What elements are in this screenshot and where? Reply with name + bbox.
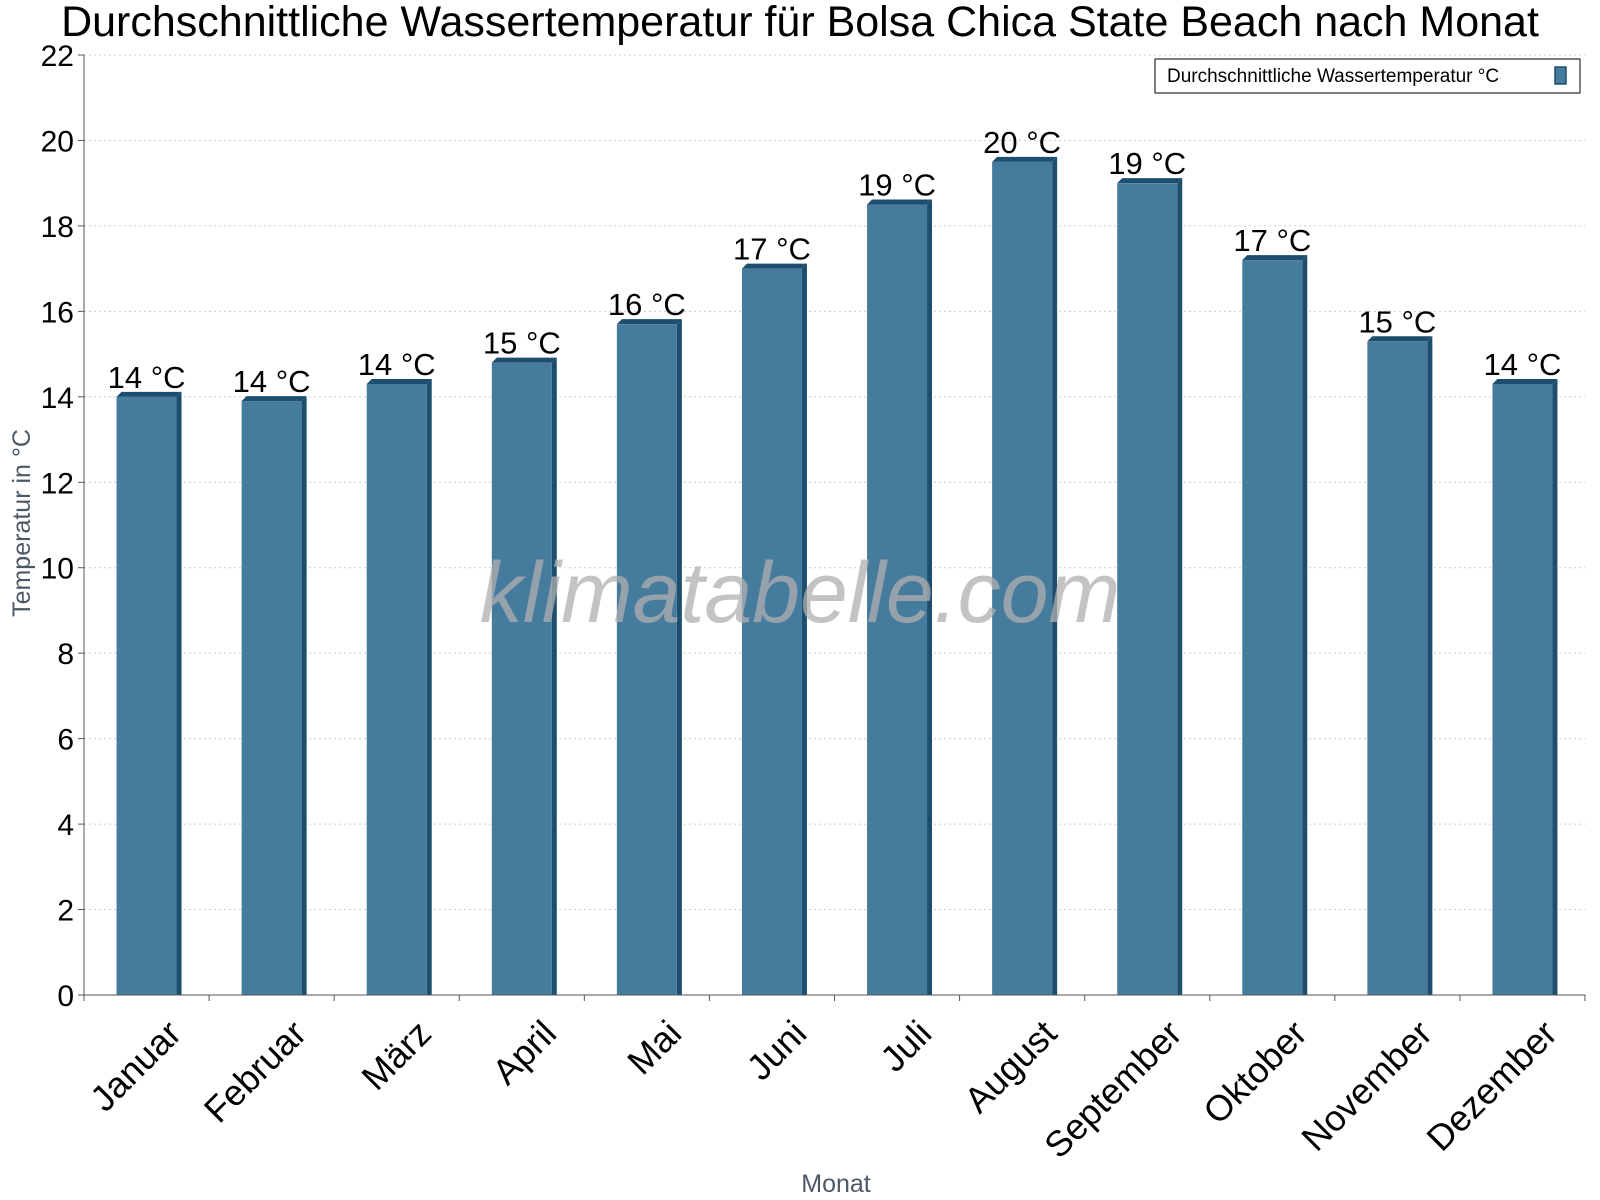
bar-face — [741, 268, 802, 995]
bar-face — [116, 396, 177, 995]
data-label: 14 °C — [108, 360, 186, 395]
y-tick-label: 4 — [57, 809, 74, 842]
bar — [741, 263, 807, 995]
data-label: 19 °C — [858, 168, 936, 203]
legend: Durchschnittliche Wassertemperatur °C — [1154, 58, 1581, 94]
x-tick-label: September — [1036, 1012, 1190, 1166]
bar — [1117, 178, 1183, 995]
x-axis-ticks: Januar Februar März April Mai Juni Juli AugustS… — [82, 995, 1586, 1166]
y-tick-label: 0 — [57, 980, 74, 1013]
bar-side — [176, 391, 182, 995]
bar — [1492, 379, 1558, 995]
legend-box — [1154, 58, 1581, 94]
bar-top — [616, 319, 682, 325]
bar-face — [1367, 341, 1428, 996]
bar-top — [241, 396, 307, 402]
bar-face — [867, 204, 928, 995]
x-tick-label: April — [484, 1012, 564, 1092]
y-axis-title: Temperatur in °C — [8, 429, 36, 617]
data-label: 19 °C — [1108, 146, 1186, 181]
data-label: 15 °C — [483, 326, 561, 361]
y-axis-ticks: 0 2 4 6 8 10 12 14 16 18 20 22 — [41, 40, 84, 1013]
axes — [83, 55, 1585, 996]
bar-side — [1302, 255, 1308, 995]
bar — [241, 396, 307, 995]
bar-top — [741, 263, 807, 269]
bar — [616, 319, 682, 995]
bar-top — [366, 379, 432, 384]
bar — [1367, 336, 1433, 996]
bar-face — [992, 161, 1053, 995]
data-label: 14 °C — [358, 347, 436, 382]
bar-top — [867, 199, 933, 205]
y-tick-label: 12 — [41, 467, 74, 500]
bar-face — [241, 401, 302, 995]
y-tick-label: 6 — [57, 724, 74, 757]
data-labels: 14 °C 14 °C 14 °C 15 °C 16 °C 17 °C 19 °C 20 °C… — [108, 125, 1562, 399]
bar-top — [116, 391, 182, 397]
bar-top — [1117, 178, 1183, 184]
bar-side — [1052, 156, 1058, 995]
bar — [992, 156, 1058, 995]
bar — [491, 357, 557, 995]
x-tick-label: März — [353, 1012, 439, 1098]
bar-face — [616, 324, 677, 995]
bar-face — [491, 362, 552, 995]
data-label: 14 °C — [233, 364, 311, 399]
x-tick-label: August — [956, 1012, 1064, 1120]
watermark: klimatabelle.com — [480, 545, 1120, 641]
x-tick-label: Januar — [82, 1012, 189, 1119]
x-tick-label: Dezember — [1418, 1012, 1564, 1158]
bar — [1242, 255, 1308, 995]
bar-top — [992, 156, 1058, 162]
bars — [116, 156, 1558, 996]
bar-face — [1242, 260, 1303, 995]
bar-face — [1117, 183, 1178, 995]
bar — [867, 199, 933, 995]
bar-side — [676, 319, 682, 995]
y-tick-label: 18 — [41, 211, 74, 244]
data-label: 14 °C — [1484, 347, 1562, 382]
bar-side — [1552, 379, 1558, 995]
data-label: 15 °C — [1358, 304, 1436, 339]
x-tick-label: Juli — [872, 1012, 939, 1079]
grid-lines — [84, 54, 1585, 911]
data-label: 16 °C — [608, 287, 686, 322]
bar-side — [1427, 336, 1433, 996]
y-tick-label: 22 — [41, 40, 74, 73]
chart-title: Durchschnittliche Wassertemperatur für B… — [61, 0, 1539, 46]
legend-label: Durchschnittliche Wassertemperatur °C — [1167, 66, 1499, 87]
y-tick-label: 8 — [57, 638, 74, 671]
bar-side — [801, 263, 807, 995]
y-tick-label: 14 — [41, 382, 74, 415]
bar-face — [366, 384, 427, 995]
y-tick-label: 10 — [41, 553, 74, 586]
bar-side — [301, 396, 307, 995]
data-label: 20 °C — [983, 125, 1061, 160]
bar-top — [1492, 379, 1558, 384]
bar-top — [1367, 336, 1433, 342]
bar-side — [1177, 178, 1183, 995]
data-label: 17 °C — [1233, 223, 1311, 258]
y-tick-label: 20 — [41, 125, 74, 158]
data-label: 17 °C — [733, 232, 811, 267]
bar-top — [491, 357, 557, 363]
y-tick-label: 2 — [57, 895, 74, 928]
bar-side — [551, 357, 557, 995]
y-tick-label: 16 — [41, 296, 74, 329]
x-axis-title: Monat — [801, 1170, 871, 1198]
x-tick-label: Juni — [739, 1012, 815, 1088]
legend-swatch — [1554, 66, 1567, 85]
bar-face — [1492, 384, 1553, 995]
x-tick-label: Oktober — [1195, 1012, 1315, 1132]
x-tick-label: November — [1293, 1012, 1439, 1158]
x-tick-label: Februar — [196, 1012, 314, 1130]
x-tick-label: Mai — [619, 1012, 689, 1082]
bar-side — [927, 199, 933, 995]
bar — [366, 379, 432, 995]
bar — [116, 391, 182, 995]
bar-top — [1242, 255, 1308, 261]
bar-side — [426, 379, 432, 995]
